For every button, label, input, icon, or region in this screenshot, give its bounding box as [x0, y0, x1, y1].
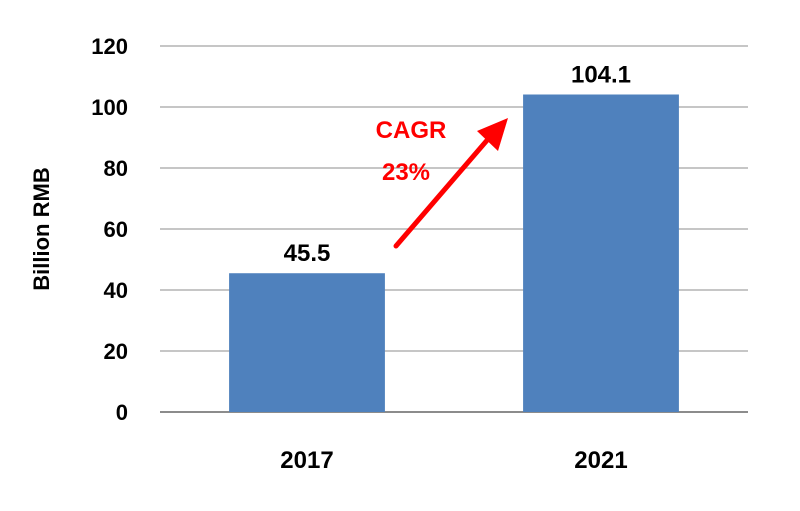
bar-2021 — [523, 94, 679, 413]
cagr-annotation: CAGR 23% — [376, 117, 508, 249]
y-tick-label: 60 — [104, 217, 128, 242]
x-tick-label: 2021 — [574, 447, 627, 474]
cagr-arrow — [393, 135, 492, 249]
y-tick-label: 20 — [104, 339, 128, 364]
cagr-arrow-head — [477, 118, 508, 151]
data-label: 45.5 — [284, 240, 331, 267]
y-tick-label: 80 — [104, 156, 128, 181]
y-tick-label: 120 — [91, 34, 128, 59]
y-axis-ticks: 0 20 40 60 80 100 120 — [91, 34, 128, 425]
y-tick-label: 0 — [116, 400, 128, 425]
data-label: 104.1 — [571, 61, 631, 88]
x-tick-label: 2017 — [280, 447, 333, 474]
y-axis-label: Billion RMB — [29, 167, 54, 290]
bars — [229, 94, 679, 413]
x-axis-ticks: 2017 2021 — [280, 447, 627, 474]
y-tick-label: 100 — [91, 95, 128, 120]
bar-2017 — [229, 273, 385, 412]
y-tick-label: 40 — [104, 278, 128, 303]
data-labels: 45.5 104.1 — [284, 61, 631, 267]
cagr-label: CAGR — [376, 117, 447, 144]
cagr-value: 23% — [382, 159, 430, 186]
